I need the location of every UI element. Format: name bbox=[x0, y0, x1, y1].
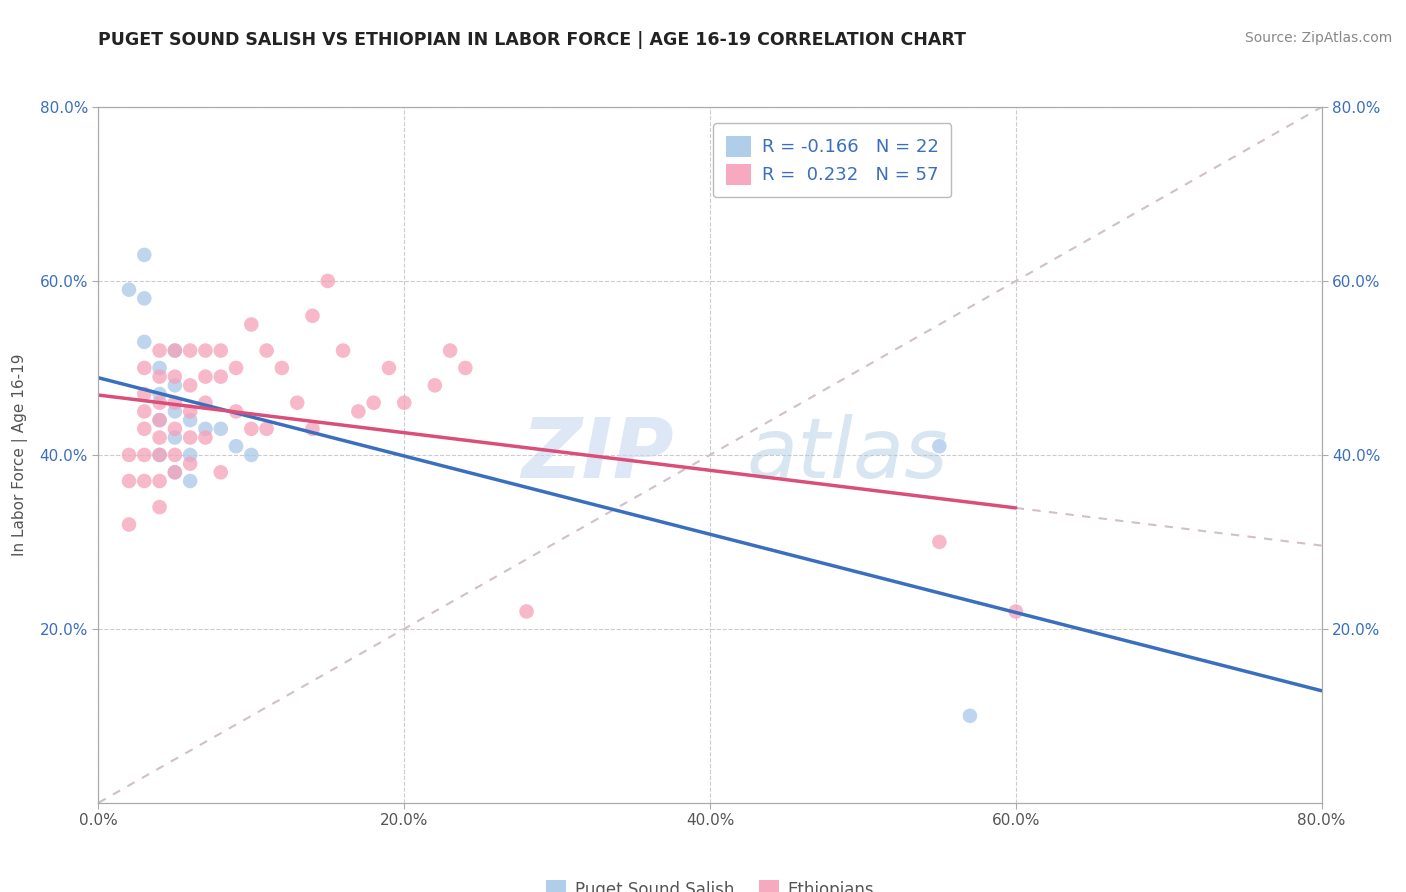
Point bbox=[194, 369, 217, 384]
Point bbox=[163, 378, 186, 392]
Point bbox=[959, 708, 981, 723]
Point bbox=[179, 413, 201, 427]
Point bbox=[163, 466, 186, 480]
Point bbox=[118, 474, 141, 488]
Point bbox=[363, 396, 385, 410]
Point bbox=[928, 534, 950, 549]
Point bbox=[179, 431, 201, 445]
Point bbox=[134, 360, 156, 375]
Point bbox=[134, 422, 156, 436]
Point bbox=[209, 466, 232, 480]
Point bbox=[149, 387, 172, 401]
Point bbox=[118, 283, 141, 297]
Point bbox=[270, 360, 292, 375]
Point bbox=[928, 439, 950, 453]
Point bbox=[179, 457, 201, 471]
Point bbox=[149, 360, 172, 375]
Point bbox=[194, 396, 217, 410]
Point bbox=[285, 396, 308, 410]
Text: ZIP: ZIP bbox=[520, 415, 673, 495]
Point bbox=[134, 248, 156, 262]
Point bbox=[209, 343, 232, 358]
Point bbox=[240, 318, 263, 332]
Point bbox=[163, 396, 186, 410]
Point bbox=[163, 343, 186, 358]
Point bbox=[179, 343, 201, 358]
Point bbox=[149, 474, 172, 488]
Point bbox=[225, 404, 247, 418]
Point bbox=[194, 343, 217, 358]
Point bbox=[256, 343, 278, 358]
Point bbox=[301, 309, 323, 323]
Point bbox=[332, 343, 354, 358]
Point bbox=[134, 474, 156, 488]
Point bbox=[163, 422, 186, 436]
Text: PUGET SOUND SALISH VS ETHIOPIAN IN LABOR FORCE | AGE 16-19 CORRELATION CHART: PUGET SOUND SALISH VS ETHIOPIAN IN LABOR… bbox=[98, 31, 966, 49]
Point bbox=[163, 369, 186, 384]
Point bbox=[163, 466, 186, 480]
Point bbox=[134, 387, 156, 401]
Point bbox=[316, 274, 339, 288]
Point bbox=[149, 413, 172, 427]
Point bbox=[163, 343, 186, 358]
Point bbox=[163, 448, 186, 462]
Point bbox=[225, 439, 247, 453]
Point bbox=[149, 431, 172, 445]
Point bbox=[194, 431, 217, 445]
Point bbox=[118, 517, 141, 532]
Point bbox=[179, 378, 201, 392]
Point bbox=[209, 422, 232, 436]
Text: Source: ZipAtlas.com: Source: ZipAtlas.com bbox=[1244, 31, 1392, 45]
Point bbox=[134, 404, 156, 418]
Point bbox=[149, 343, 172, 358]
Point bbox=[209, 369, 232, 384]
Point bbox=[134, 291, 156, 305]
Point bbox=[240, 422, 263, 436]
Point bbox=[347, 404, 370, 418]
Y-axis label: In Labor Force | Age 16-19: In Labor Force | Age 16-19 bbox=[13, 353, 28, 557]
Point bbox=[194, 422, 217, 436]
Point bbox=[516, 605, 538, 619]
Legend: Puget Sound Salish, Ethiopians: Puget Sound Salish, Ethiopians bbox=[540, 874, 880, 892]
Point bbox=[149, 448, 172, 462]
Point bbox=[149, 369, 172, 384]
Point bbox=[149, 413, 172, 427]
Point bbox=[439, 343, 461, 358]
Point bbox=[256, 422, 278, 436]
Point bbox=[163, 431, 186, 445]
Point bbox=[240, 448, 263, 462]
Point bbox=[149, 500, 172, 514]
Point bbox=[163, 404, 186, 418]
Point bbox=[378, 360, 401, 375]
Point bbox=[392, 396, 416, 410]
Point bbox=[149, 396, 172, 410]
Point bbox=[1004, 605, 1026, 619]
Point bbox=[225, 360, 247, 375]
Point bbox=[179, 448, 201, 462]
Point bbox=[301, 422, 323, 436]
Point bbox=[118, 448, 141, 462]
Point bbox=[134, 448, 156, 462]
Point bbox=[454, 360, 477, 375]
Point bbox=[179, 474, 201, 488]
Point bbox=[423, 378, 446, 392]
Text: atlas: atlas bbox=[747, 415, 949, 495]
Point bbox=[179, 404, 201, 418]
Point bbox=[149, 448, 172, 462]
Point bbox=[134, 334, 156, 349]
